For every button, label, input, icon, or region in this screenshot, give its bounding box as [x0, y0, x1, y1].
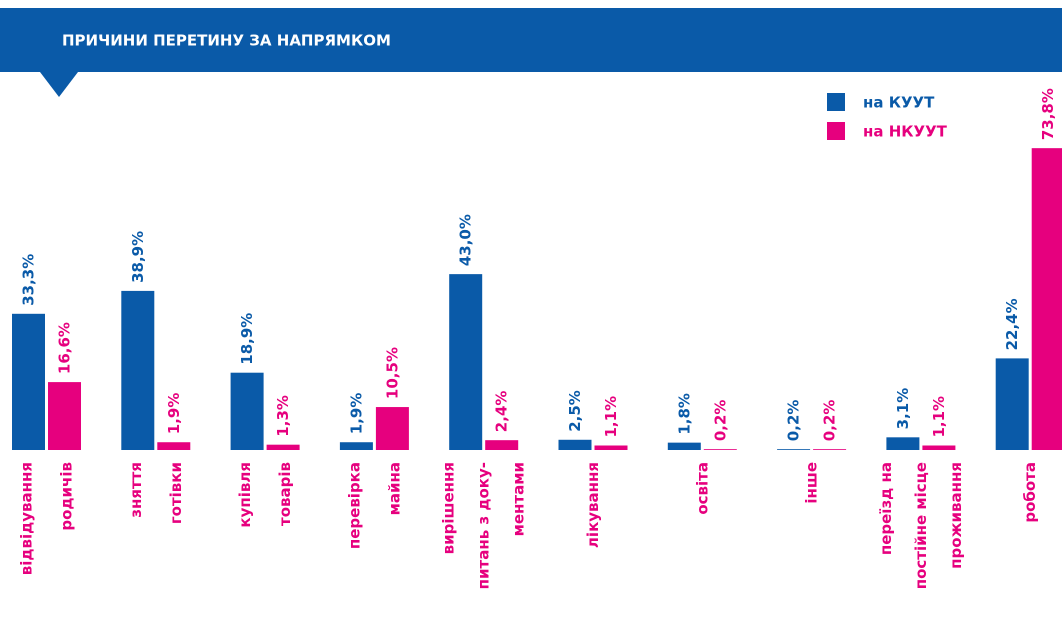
x-tick-label: питань з доку- — [475, 462, 493, 589]
legend-swatch — [827, 122, 845, 140]
header-band — [0, 8, 1062, 72]
legend-label: на НКУУТ — [863, 123, 948, 141]
x-tick-label: зняття — [127, 462, 145, 518]
chart-title: ПРИЧИНИ ПЕРЕТИНУ ЗА НАПРЯМКОМ — [62, 32, 391, 50]
x-tick-label: ментами — [510, 462, 528, 536]
bar — [157, 442, 191, 450]
bar — [558, 439, 592, 450]
x-tick-label: переїзд на — [877, 462, 895, 555]
value-label: 1,8% — [675, 393, 693, 435]
value-label: 33,3% — [20, 254, 38, 306]
value-label: 1,3% — [274, 395, 292, 437]
x-tick-label: робота — [1021, 462, 1039, 523]
bar — [886, 437, 920, 450]
value-label: 0,2% — [711, 400, 729, 442]
bar — [339, 442, 373, 450]
value-label: 0,2% — [821, 400, 839, 442]
value-label: 10,5% — [383, 347, 401, 399]
value-label: 0,2% — [785, 400, 803, 442]
x-tick-label: майна — [385, 462, 403, 515]
bar — [266, 444, 300, 450]
bar — [995, 358, 1029, 450]
value-label: 1,9% — [347, 393, 365, 435]
bar — [12, 313, 45, 450]
value-label: 43,0% — [457, 214, 475, 266]
x-tick-label: перевірка — [345, 462, 363, 549]
x-tick-label: інше — [803, 462, 821, 504]
bar — [485, 440, 519, 450]
x-tick-label: родичів — [58, 462, 76, 531]
bar — [375, 407, 409, 450]
legend-swatch — [827, 93, 845, 111]
value-label: 18,9% — [238, 313, 256, 365]
x-tick-label: лікування — [584, 462, 602, 548]
x-tick-label: купівля — [236, 462, 254, 528]
bar — [121, 290, 155, 450]
bar — [813, 449, 847, 450]
value-label: 2,4% — [493, 391, 511, 433]
x-tick-label: вирішення — [440, 462, 458, 554]
value-label: 1,1% — [930, 396, 948, 438]
value-label: 38,9% — [129, 231, 147, 283]
bar — [449, 274, 483, 450]
x-tick-label: товарів — [276, 462, 294, 526]
bar — [48, 382, 81, 450]
x-tick-label: відвідування — [18, 462, 36, 575]
bar — [703, 449, 737, 450]
legend-label: на КУУТ — [863, 94, 935, 112]
bar — [777, 449, 811, 450]
x-tick-label: проживання — [947, 462, 965, 569]
bar — [667, 442, 701, 450]
bar — [922, 445, 956, 450]
x-tick-label: освіта — [693, 462, 711, 515]
bar — [594, 445, 628, 450]
value-label: 22,4% — [1003, 298, 1021, 350]
value-label: 1,9% — [165, 393, 183, 435]
bar — [1031, 148, 1062, 450]
x-tick-label: готівки — [167, 462, 185, 524]
value-label: 2,5% — [566, 390, 584, 432]
bar — [230, 372, 264, 450]
value-label: 3,1% — [894, 388, 912, 430]
value-label: 16,6% — [56, 322, 74, 374]
header-pointer — [40, 72, 78, 97]
value-label: 1,1% — [602, 396, 620, 438]
x-tick-label: постійне місце — [912, 462, 930, 589]
value-label: 73,8% — [1039, 88, 1057, 140]
